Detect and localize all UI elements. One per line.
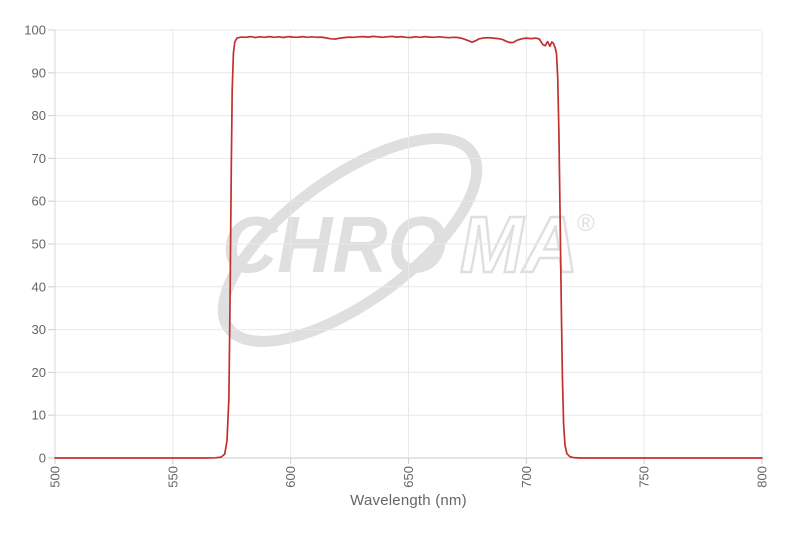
y-tick-label: 20 bbox=[32, 365, 46, 380]
y-tick-label: 80 bbox=[32, 108, 46, 123]
y-tick-label: 100 bbox=[24, 23, 46, 38]
y-tick-label: 40 bbox=[32, 279, 46, 294]
x-tick-label: 700 bbox=[519, 466, 534, 488]
y-tick-label: 70 bbox=[32, 151, 46, 166]
x-tick-label: 750 bbox=[637, 466, 652, 488]
x-tick-label: 500 bbox=[48, 466, 63, 488]
y-tick-label: 30 bbox=[32, 322, 46, 337]
x-tick-label: 800 bbox=[755, 466, 770, 488]
x-tick-label: 600 bbox=[283, 466, 298, 488]
x-tick-label: 650 bbox=[401, 466, 416, 488]
y-tick-label: 50 bbox=[32, 237, 46, 252]
y-tick-label: 0 bbox=[39, 451, 46, 466]
y-tick-label: 90 bbox=[32, 65, 46, 80]
registered-trademark-icon: ® bbox=[577, 210, 595, 237]
y-tick-label: 10 bbox=[32, 408, 46, 423]
series-filter-transmission bbox=[54, 35, 763, 459]
y-tick-label: 60 bbox=[32, 194, 46, 209]
watermark-swoosh-ellipse bbox=[217, 133, 483, 347]
x-tick-label: 550 bbox=[165, 466, 180, 488]
